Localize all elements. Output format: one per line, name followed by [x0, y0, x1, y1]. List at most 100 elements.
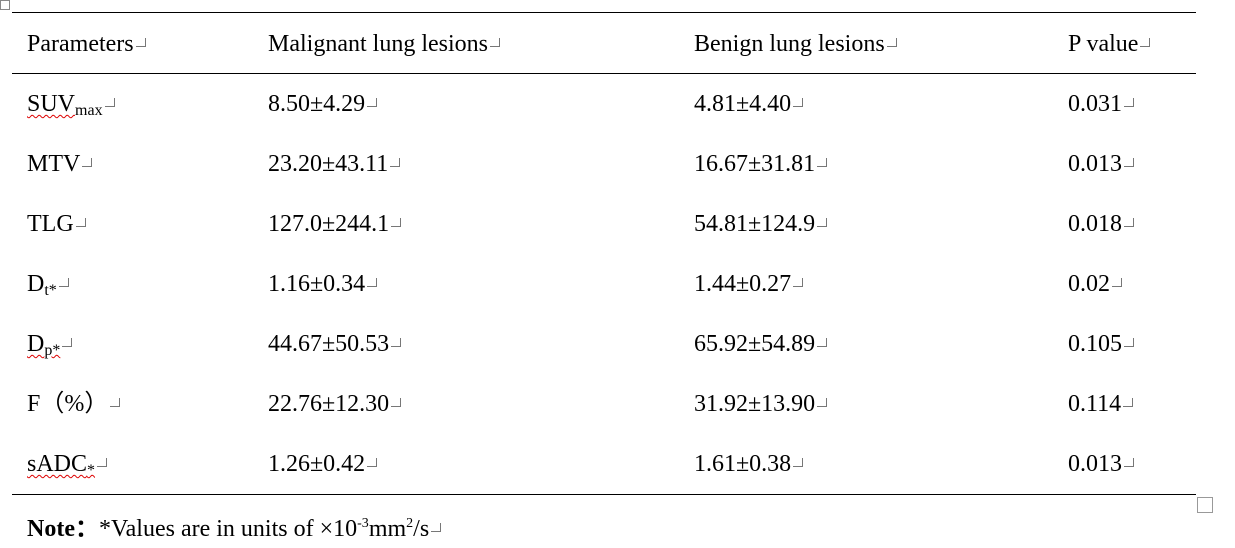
bottom-rule — [12, 494, 1196, 495]
value-cell: 44.67±50.53 — [268, 330, 402, 358]
parameter-name: D — [27, 271, 45, 297]
value-cell: 127.0±244.1 — [268, 210, 402, 238]
header-cell: Parameters — [27, 30, 146, 58]
row-label: Dt* — [27, 270, 69, 305]
header-cell: P value — [1068, 30, 1151, 58]
cell-text: 0.031 — [1068, 91, 1122, 117]
paragraph-mark — [817, 338, 828, 347]
paragraph-mark — [367, 458, 378, 467]
parameter-name: F（%） — [27, 391, 109, 417]
paragraph-mark — [431, 523, 442, 532]
paragraph-mark — [110, 398, 121, 407]
paragraph-mark — [97, 458, 108, 467]
value-cell: 16.67±31.81 — [694, 150, 828, 178]
note-tail: /s — [413, 516, 430, 542]
cell-text: 0.02 — [1068, 271, 1110, 297]
value-cell: 8.50±4.29 — [268, 90, 378, 118]
cell-text: 0.013 — [1068, 451, 1122, 477]
row-label: F（%） — [27, 390, 121, 418]
paragraph-mark — [1124, 458, 1134, 467]
value-cell: 4.81±4.40 — [694, 90, 804, 118]
row-label: MTV — [27, 150, 93, 178]
value-cell: 23.20±43.11 — [268, 150, 401, 178]
cell-text: 65.92±54.89 — [694, 331, 816, 357]
parameter-name: sADC — [27, 451, 88, 477]
paragraph-mark — [82, 158, 93, 167]
parameter: SUVmax — [27, 91, 103, 119]
value-cell: 0.031 — [1068, 90, 1134, 118]
cell-text: 4.81±4.40 — [694, 91, 792, 117]
parameter-subscript: p* — [44, 342, 61, 359]
paragraph-mark — [1140, 38, 1151, 47]
cell-text: 0.114 — [1068, 391, 1122, 417]
paragraph-mark — [104, 98, 115, 107]
cell-text: 31.92±13.90 — [694, 391, 816, 417]
resize-handle — [1197, 497, 1213, 513]
paragraph-mark — [1123, 398, 1134, 407]
top-rule — [12, 12, 1196, 13]
cell-text: 127.0±244.1 — [268, 211, 390, 237]
parameter: F（%） — [27, 391, 108, 417]
value-cell: 0.02 — [1068, 270, 1122, 298]
value-cell: 0.105 — [1068, 330, 1134, 358]
paragraph-mark — [391, 398, 402, 407]
note-exponent: -3 — [357, 516, 369, 531]
value-cell: 22.76±12.30 — [268, 390, 402, 418]
paragraph-mark — [391, 338, 402, 347]
cell-text: 16.67±31.81 — [694, 151, 816, 177]
row-label: Dp* — [27, 330, 73, 365]
parameter-name: D — [27, 331, 45, 357]
paragraph-mark — [1124, 158, 1134, 167]
cell-text: 54.81±124.9 — [694, 211, 816, 237]
note-text: *Values are in units of ×10 — [98, 516, 358, 542]
parameter: TLG — [27, 211, 74, 237]
cell-text: 0.013 — [1068, 151, 1122, 177]
parameter-name: TLG — [27, 211, 74, 237]
cell-text: 23.20±43.11 — [268, 151, 389, 177]
parameter-subscript: max — [75, 102, 103, 119]
value-cell: 0.013 — [1068, 150, 1134, 178]
paragraph-mark — [793, 98, 804, 107]
parameter: Dp* — [27, 331, 61, 359]
paragraph-mark — [62, 338, 73, 347]
cell-text: 0.105 — [1068, 331, 1122, 357]
paragraph-mark — [367, 278, 378, 287]
parameter: MTV — [27, 151, 80, 177]
row-label: sADC* — [27, 450, 108, 485]
cell-text: 1.61±0.38 — [694, 451, 792, 477]
note-label: Note： — [27, 516, 99, 542]
cell-text: 22.76±12.30 — [268, 391, 390, 417]
paragraph-mark — [367, 98, 378, 107]
paragraph-mark — [1124, 218, 1134, 227]
value-cell: 31.92±13.90 — [694, 390, 828, 418]
cell-text: 1.16±0.34 — [268, 271, 366, 297]
paragraph-mark — [817, 398, 828, 407]
parameter: Dt* — [27, 271, 57, 299]
row-label: TLG — [27, 210, 86, 238]
table-handle — [0, 0, 10, 10]
cell-text: 1.44±0.27 — [694, 271, 792, 297]
value-cell: 1.61±0.38 — [694, 450, 804, 478]
cell-text: 8.50±4.29 — [268, 91, 366, 117]
header-cell: Benign lung lesions — [694, 30, 897, 58]
parameter-subscript: * — [87, 462, 96, 479]
value-cell: 65.92±54.89 — [694, 330, 828, 358]
note-exponent: 2 — [406, 516, 414, 531]
paragraph-mark — [793, 278, 804, 287]
paragraph-mark — [58, 278, 69, 287]
cell-text: 1.26±0.42 — [268, 451, 366, 477]
paragraph-mark — [817, 218, 828, 227]
paragraph-mark — [391, 218, 402, 227]
paragraph-mark — [489, 38, 500, 47]
paragraph-mark — [1124, 98, 1134, 107]
parameter: sADC* — [27, 451, 96, 479]
value-cell: 1.16±0.34 — [268, 270, 378, 298]
parameter-name: SUV — [27, 91, 76, 117]
header-text: P value — [1068, 31, 1139, 57]
paragraph-mark — [390, 158, 401, 167]
value-cell: 0.018 — [1068, 210, 1134, 238]
parameter-subscript: t* — [44, 282, 57, 299]
value-cell: 0.114 — [1068, 390, 1134, 418]
header-text: Malignant lung lesions — [268, 31, 488, 57]
